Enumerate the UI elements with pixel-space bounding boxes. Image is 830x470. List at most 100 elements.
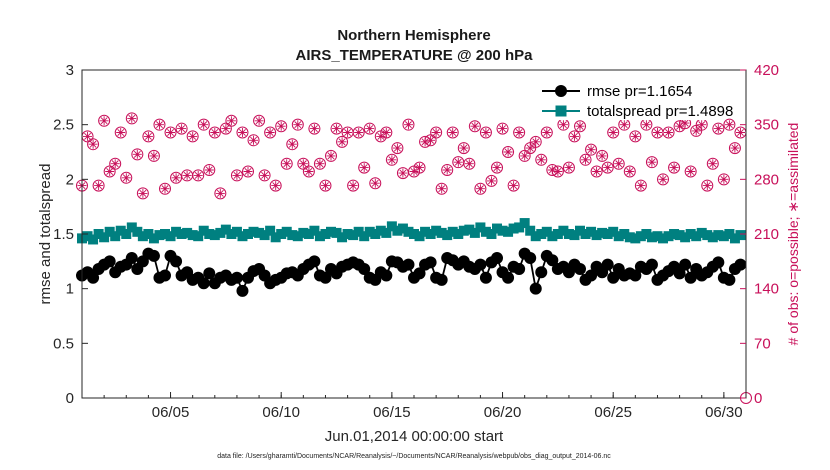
totalspread-point (231, 226, 242, 237)
obs-possible-point (479, 126, 492, 139)
x-tick-label: 06/05 (152, 404, 190, 421)
obs-assimilated-point (293, 120, 303, 130)
obs-possible-point (286, 138, 299, 151)
totalspread-point (552, 229, 563, 239)
obs-assimilated-point (182, 170, 192, 180)
totalspread-point (630, 233, 641, 244)
totalspread-point (143, 229, 154, 239)
totalspread-point (370, 229, 381, 239)
y2-tick-label: 70 (754, 335, 771, 352)
totalspread-point (204, 229, 215, 239)
totalspread-point (337, 232, 348, 243)
rmse-point (402, 258, 415, 271)
totalspread-point (414, 231, 425, 242)
y-axis-label: rmse and totalspread (37, 164, 54, 305)
x-tick-label: 06/25 (594, 404, 632, 421)
obs-assimilated-point (630, 131, 640, 141)
obs-assimilated-point (282, 159, 292, 169)
totalspread-point (226, 229, 237, 239)
obs-assimilated-point (365, 124, 375, 134)
totalspread-point (375, 225, 386, 236)
obs-assimilated-point (669, 163, 679, 173)
obs-possible-point (485, 174, 498, 187)
obs-possible-point (142, 130, 155, 143)
legend-spread-marker (555, 105, 567, 117)
obs-assimilated-point (498, 124, 507, 134)
obs-assimilated-point (376, 131, 386, 141)
totalspread-point (287, 230, 298, 241)
obs-possible-point (607, 126, 620, 139)
totalspread-point (182, 227, 193, 238)
obs-assimilated-point (570, 131, 579, 141)
obs-assimilated-point (409, 167, 419, 176)
obs-possible-point (502, 146, 515, 158)
obs-possible-point (590, 165, 603, 178)
obs-assimilated-point (520, 151, 530, 161)
rmse-point (607, 271, 620, 284)
obs-possible-point (236, 126, 249, 139)
obs-assimilated-point (304, 167, 314, 176)
totalspread-point (137, 231, 148, 242)
y2-tick-label: 420 (754, 62, 779, 79)
totalspread-point (259, 230, 270, 241)
rmse-point (684, 271, 697, 284)
rmse-point (358, 262, 371, 275)
obs-possible-point (717, 173, 730, 186)
rmse-point (230, 271, 243, 284)
totalspread-point (320, 229, 331, 239)
obs-possible-point (684, 165, 697, 178)
totalspread-point (193, 231, 204, 242)
obs-possible-point (159, 182, 171, 195)
obs-possible-point (175, 122, 188, 135)
obs-possible-point (87, 138, 100, 151)
y2-tick-label: 350 (754, 117, 779, 134)
obs-layer (76, 112, 752, 404)
obs-possible-point (98, 114, 111, 127)
obs-possible-point (308, 122, 321, 135)
totalspread-point (707, 232, 718, 243)
y-tick-label: 1.5 (53, 226, 74, 243)
legend: rmse pr=1.1654 totalspread pr=1.4898 (536, 78, 733, 120)
totalspread-point (326, 226, 336, 237)
obs-possible-point (258, 169, 271, 182)
obs-assimilated-point (708, 159, 718, 169)
totalspread-point (652, 231, 663, 242)
obs-possible-point (701, 179, 714, 192)
obs-possible-point (352, 126, 365, 139)
obs-assimilated-point (481, 128, 491, 137)
totalspread-point (713, 230, 724, 241)
obs-possible-point (574, 120, 586, 133)
totalspread-point (536, 229, 547, 239)
rmse-point (585, 269, 598, 282)
obs-assimilated-point (155, 120, 164, 130)
totalspread-point (110, 231, 121, 242)
totalspread-point (453, 229, 464, 239)
totalspread-point (425, 229, 436, 239)
totalspread-point (718, 231, 729, 242)
obs-possible-point (529, 135, 542, 148)
series-layer (76, 218, 747, 297)
obs-possible-point (369, 177, 382, 190)
rmse-point (673, 267, 686, 280)
chart-title: Northern Hemisphere (337, 27, 490, 44)
obs-possible-point (319, 179, 332, 192)
obs-assimilated-point (210, 128, 220, 137)
rmse-point (601, 258, 614, 271)
obs-possible-point (562, 161, 575, 174)
totalspread-point (497, 225, 508, 236)
totalspread-point (691, 231, 702, 242)
footnote: data file: /Users/gharamti/Documents/NCA… (217, 453, 611, 460)
obs-assimilated-point (204, 165, 214, 175)
totalspread-point (93, 229, 104, 239)
y-tick-label: 2.5 (53, 117, 74, 134)
obs-assimilated-point (586, 145, 596, 155)
totalspread-point (132, 226, 143, 237)
obs-possible-point (441, 163, 454, 176)
totalspread-point (591, 230, 602, 241)
totalspread-point (586, 226, 597, 237)
totalspread-point (126, 222, 137, 233)
rmse-point (574, 262, 586, 275)
totalspread-point (503, 226, 514, 237)
obs-assimilated-point (326, 151, 336, 161)
totalspread-point (613, 231, 624, 242)
